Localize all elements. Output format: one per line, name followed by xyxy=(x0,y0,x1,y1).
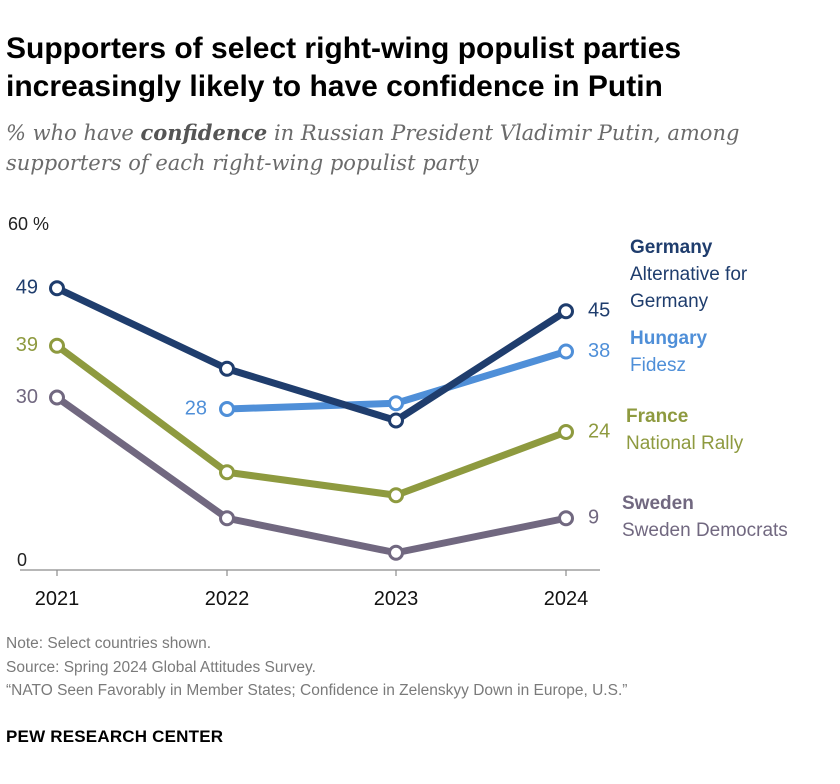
note-text: Note: Select countries shown. xyxy=(6,635,212,652)
data-point-germany xyxy=(49,280,65,297)
report-title: “NATO Seen Favorably in Member States; C… xyxy=(6,682,628,699)
data-point-germany xyxy=(219,360,235,377)
notes: Note: Select countries shown. Source: Sp… xyxy=(6,632,826,703)
data-point-sweden xyxy=(49,389,65,406)
data-point-hungary xyxy=(219,401,235,417)
end-value-label: 45 xyxy=(588,300,610,322)
legend-party-hungary: Fidesz xyxy=(630,355,686,376)
end-value-label: 24 xyxy=(588,420,610,442)
series-line-sweden xyxy=(53,394,570,557)
legend-country-hungary: Hungary xyxy=(630,328,708,349)
subtitle-prefix: % who have xyxy=(6,121,141,145)
data-point-germany xyxy=(388,412,404,429)
y-tick-label-min: 0 xyxy=(17,550,27,570)
series-line-france xyxy=(53,342,570,499)
data-point-hungary xyxy=(558,343,574,360)
subtitle-emphasis: confidence xyxy=(140,120,268,145)
subtitle-suffix: in Russian President Vladimir Putin, amo… xyxy=(6,121,740,175)
legend-party-sweden: Sweden Democrats xyxy=(622,520,788,541)
data-point-sweden xyxy=(388,544,404,561)
legend-country-germany: Germany xyxy=(630,237,713,258)
end-value-label: 38 xyxy=(588,340,610,362)
start-value-label: 49 xyxy=(16,277,38,299)
data-point-germany xyxy=(558,303,574,320)
source-text: Source: Spring 2024 Global Attitudes Sur… xyxy=(6,658,316,676)
data-point-sweden xyxy=(219,510,235,527)
end-value-label: 9 xyxy=(588,507,599,529)
legend-party-germany: Alternative for Germany xyxy=(630,264,748,312)
legend-country-france: France xyxy=(626,406,688,427)
org-name: PEW RESEARCH CENTER xyxy=(6,727,224,746)
start-value-label: 30 xyxy=(16,386,38,408)
x-tick-label: 2023 xyxy=(374,588,419,610)
data-point-sweden xyxy=(558,510,574,527)
legend-party-france: National Rally xyxy=(626,433,744,454)
series-line-germany xyxy=(53,284,570,424)
x-tick-label: 2024 xyxy=(544,588,589,610)
data-point-france xyxy=(558,424,574,440)
data-point-france xyxy=(219,464,235,481)
data-point-france xyxy=(388,487,404,504)
y-tick-label-max: 60 % xyxy=(8,214,49,234)
start-value-label: 39 xyxy=(16,334,38,356)
line-chart: 2021 2022 2023 2024 60 % 0 49 45 28 38 39 24 30 9 Germ… xyxy=(8,214,788,610)
chart-subtitle: % who have confidence in Russian Preside… xyxy=(6,118,826,178)
data-point-hungary xyxy=(388,395,404,412)
start-value-label: 28 xyxy=(185,397,207,419)
data-point-france xyxy=(49,337,65,354)
chart-title: Supporters of select right-wing populist… xyxy=(6,32,682,103)
x-tick-label: 2022 xyxy=(205,588,250,610)
x-tick-label: 2021 xyxy=(35,588,80,610)
legend-country-sweden: Sweden xyxy=(622,493,694,514)
